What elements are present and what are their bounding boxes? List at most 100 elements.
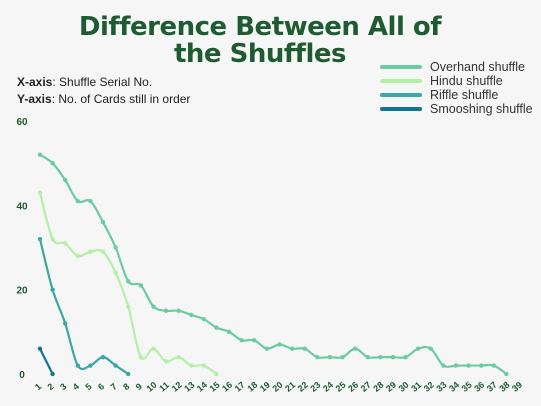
x-axis-note: X-axis: Shuffle Serial No.	[17, 75, 152, 89]
x-tick-label: 28	[371, 380, 385, 394]
y-tick-label: 60	[16, 117, 28, 128]
data-point-hindu	[151, 346, 156, 351]
data-point-overhand	[75, 198, 81, 204]
data-point-overhand	[428, 346, 433, 351]
x-tick-label: 33	[434, 380, 448, 394]
data-point-overhand	[252, 338, 257, 343]
data-point-overhand	[88, 198, 93, 204]
data-point-hindu	[189, 363, 194, 368]
y-tick-label: 40	[16, 201, 28, 212]
data-point-overhand	[163, 308, 169, 313]
legend-swatch-overhand	[380, 65, 422, 69]
x-tick-label: 23	[308, 380, 322, 394]
legend-label-overhand: Overhand shuffle	[430, 60, 525, 74]
data-point-overhand	[415, 346, 421, 351]
x-tick-label: 34	[447, 380, 461, 394]
data-point-overhand	[466, 363, 471, 368]
x-tick-label: 9	[134, 381, 144, 392]
x-tick-label: 8	[121, 381, 131, 392]
x-tick-label: 4	[71, 381, 81, 392]
x-tick-label: 39	[510, 380, 524, 394]
y-axis-note-text: : No. of Cards still in order	[51, 92, 191, 106]
data-point-riffle	[63, 321, 68, 326]
x-tick-label: 20	[271, 380, 285, 394]
data-point-hindu	[100, 249, 106, 254]
data-point-overhand	[63, 177, 68, 183]
series-line-riffle	[38, 237, 130, 376]
x-tick-label: 32	[422, 380, 436, 394]
data-point-hindu	[163, 359, 169, 364]
x-tick-label: 27	[359, 380, 373, 394]
data-point-overhand	[403, 354, 408, 360]
data-point-overhand	[302, 346, 307, 351]
data-point-overhand	[504, 371, 509, 377]
x-tick-label: 26	[346, 380, 360, 394]
y-axis-note: Y-axis: No. of Cards still in order	[17, 92, 190, 106]
x-tick-label: 1	[33, 381, 43, 392]
x-tick-label: 19	[258, 380, 272, 394]
legend-item-overhand: Overhand shuffle	[380, 59, 525, 75]
data-point-overhand	[453, 363, 459, 368]
x-tick-label: 16	[220, 380, 234, 394]
chart-title: Difference Between All of the Shuffles	[78, 12, 442, 69]
data-point-overhand	[100, 220, 106, 225]
x-tick-label: 37	[485, 380, 499, 394]
data-point-overhand	[201, 316, 207, 322]
legend-swatch-smooshing	[380, 107, 422, 111]
data-point-overhand	[277, 342, 282, 347]
data-point-riffle	[75, 363, 81, 368]
x-tick-label: 15	[207, 380, 221, 394]
data-point-overhand	[176, 308, 181, 313]
data-point-hindu	[75, 253, 81, 259]
data-point-riffle	[126, 371, 131, 377]
x-tick-label: 6	[96, 381, 106, 392]
legend-swatch-hindu	[380, 79, 422, 83]
data-point-overhand	[113, 245, 118, 250]
data-point-hindu	[113, 270, 118, 275]
data-point-hindu	[50, 236, 55, 242]
legend-item-riffle: Riffle shuffle	[380, 87, 498, 103]
data-point-riffle	[50, 287, 55, 292]
x-tick-label: 22	[296, 380, 310, 394]
x-tick-label: 21	[283, 380, 297, 394]
x-tick-label: 18	[245, 380, 259, 394]
x-tick-label: 7	[109, 381, 119, 392]
x-tick-label: 14	[195, 380, 209, 394]
data-point-overhand	[491, 363, 496, 368]
series-line-smooshing	[38, 347, 54, 376]
data-point-hindu	[63, 241, 68, 246]
x-tick-label: 10	[144, 380, 158, 394]
data-point-overhand	[264, 346, 270, 351]
x-axis-note-key: X-axis	[17, 75, 53, 89]
data-point-riffle	[88, 363, 93, 368]
data-point-overhand	[226, 329, 232, 335]
x-tick-label: 17	[233, 380, 247, 394]
data-point-smooshing	[37, 346, 43, 351]
x-tick-label: 36	[472, 380, 486, 394]
legend-item-smooshing: Smooshing shuffle	[380, 101, 533, 117]
data-point-smooshing	[50, 371, 55, 377]
data-point-overhand	[327, 354, 333, 360]
data-point-overhand	[126, 279, 131, 284]
x-tick-label: 2	[46, 381, 56, 392]
data-point-overhand	[151, 304, 156, 309]
legend-label-riffle: Riffle shuffle	[430, 88, 499, 102]
x-tick-label: 5	[83, 381, 93, 392]
data-point-overhand	[441, 363, 446, 368]
data-point-overhand	[214, 325, 219, 330]
data-point-hindu	[176, 354, 181, 360]
data-point-overhand	[478, 363, 484, 368]
data-point-hindu	[138, 354, 144, 360]
x-tick-label: 12	[170, 380, 184, 394]
data-point-hindu	[201, 363, 207, 368]
data-point-overhand	[189, 312, 194, 318]
x-tick-label: 30	[397, 380, 411, 394]
x-tick-label: 3	[58, 381, 68, 392]
data-point-riffle	[100, 354, 106, 360]
legend-label-smooshing: Smooshing shuffle	[430, 102, 533, 116]
data-point-overhand	[289, 346, 295, 351]
data-point-overhand	[340, 354, 345, 360]
data-point-riffle	[37, 236, 43, 242]
data-point-overhand	[239, 338, 244, 343]
